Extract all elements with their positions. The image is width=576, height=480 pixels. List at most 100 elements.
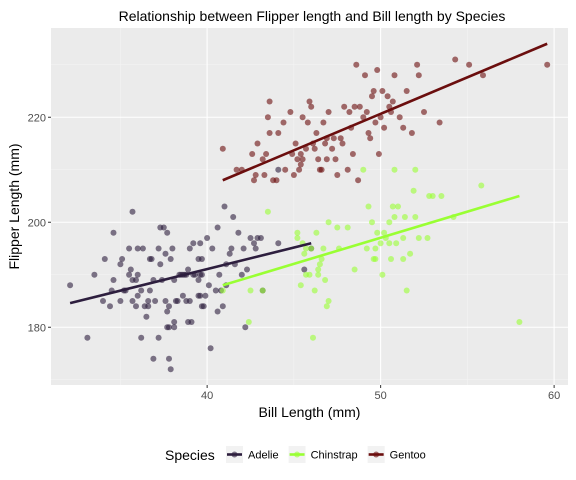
chinstrap-point bbox=[438, 193, 445, 199]
gentoo-point bbox=[334, 172, 341, 178]
gentoo-trend-line bbox=[222, 42, 548, 182]
adelie-point bbox=[119, 256, 126, 262]
adelie-point bbox=[275, 166, 282, 173]
adelie-point bbox=[117, 298, 124, 304]
adelie-point bbox=[155, 334, 162, 341]
adelie-point bbox=[117, 261, 124, 268]
gentoo-point bbox=[346, 109, 353, 115]
gentoo-point bbox=[344, 166, 351, 173]
gentoo-point bbox=[254, 140, 261, 147]
adelie-point bbox=[160, 224, 167, 231]
x-tick-label: 50 bbox=[375, 390, 387, 402]
adelie-point bbox=[171, 319, 178, 325]
adelie-point bbox=[166, 303, 172, 310]
adelie-point bbox=[134, 245, 141, 252]
adelie-point bbox=[216, 271, 223, 278]
chinstrap-point bbox=[322, 277, 329, 283]
adelie-point bbox=[252, 245, 259, 252]
chinstrap-point bbox=[320, 245, 327, 252]
legend-label-gentoo: Gentoo bbox=[390, 450, 426, 462]
chinstrap-point bbox=[388, 256, 394, 262]
adelie-point bbox=[146, 287, 153, 294]
adelie-point bbox=[167, 256, 174, 262]
chinstrap-point bbox=[374, 229, 381, 236]
adelie-point bbox=[257, 235, 264, 241]
gentoo-point bbox=[304, 119, 311, 126]
chinstrap-point bbox=[264, 208, 271, 215]
chinstrap-point bbox=[386, 240, 393, 247]
chinstrap-point bbox=[316, 261, 323, 268]
gentoo-point bbox=[408, 130, 415, 136]
adelie-point bbox=[150, 355, 157, 362]
legend-label-chinstrap: Chinstrap bbox=[311, 450, 358, 462]
gentoo-point bbox=[375, 151, 382, 157]
gentoo-point bbox=[282, 166, 289, 173]
adelie-point bbox=[186, 298, 193, 304]
gentoo-point bbox=[370, 88, 377, 94]
adelie-point bbox=[126, 271, 133, 278]
chinstrap-point bbox=[245, 319, 252, 325]
adelie-point bbox=[166, 324, 172, 331]
chinstrap-point bbox=[303, 245, 309, 252]
adelie-point bbox=[212, 287, 219, 294]
adelie-point bbox=[110, 277, 117, 283]
gentoo-point bbox=[233, 166, 240, 173]
chinstrap-point bbox=[372, 256, 379, 262]
chinstrap-point bbox=[424, 235, 431, 241]
adelie-point bbox=[107, 303, 113, 310]
chart-title: Relationship between Flipper length and … bbox=[119, 8, 506, 24]
chinstrap-point bbox=[219, 287, 226, 294]
chinstrap-point bbox=[318, 256, 325, 262]
gentoo-point bbox=[297, 161, 304, 168]
gentoo-point bbox=[266, 130, 273, 136]
gentoo-point bbox=[306, 98, 313, 105]
gentoo-point bbox=[299, 156, 306, 163]
gentoo-point bbox=[369, 93, 375, 100]
chinstrap-point bbox=[478, 182, 485, 189]
chinstrap-point bbox=[294, 229, 301, 236]
adelie-point bbox=[205, 282, 212, 289]
gentoo-point bbox=[297, 151, 304, 157]
adelie-point bbox=[195, 277, 202, 283]
gentoo-point bbox=[362, 72, 368, 79]
gentoo-point bbox=[290, 172, 297, 178]
gentoo-point bbox=[414, 61, 421, 68]
chinstrap-point bbox=[360, 166, 367, 173]
gentoo-point bbox=[329, 145, 336, 152]
adelie-point bbox=[209, 245, 216, 252]
adelie-point bbox=[101, 256, 108, 262]
adelie-point bbox=[251, 240, 257, 247]
adelie-point bbox=[145, 303, 152, 310]
chinstrap-point bbox=[344, 224, 351, 231]
adelie-point bbox=[238, 271, 245, 278]
adelie-point bbox=[230, 214, 237, 220]
gentoo-point bbox=[363, 109, 370, 115]
chinstrap-point bbox=[516, 319, 523, 325]
legend-label-adelie: Adelie bbox=[248, 450, 279, 462]
adelie-point bbox=[179, 292, 186, 299]
legend-title: Species bbox=[165, 447, 215, 463]
adelie-point bbox=[190, 240, 197, 247]
adelie-point bbox=[221, 203, 228, 210]
chinstrap-point bbox=[247, 287, 254, 294]
chinstrap-point bbox=[365, 203, 372, 210]
chinstrap-point bbox=[315, 266, 322, 273]
gentoo-point bbox=[403, 88, 410, 94]
chinstrap-point bbox=[393, 240, 400, 247]
adelie-point bbox=[167, 366, 174, 373]
gentoo-point bbox=[261, 172, 268, 178]
adelie-point bbox=[134, 271, 141, 278]
adelie-trend-line bbox=[69, 241, 312, 305]
chinstrap-point bbox=[386, 219, 393, 226]
adelie-point bbox=[127, 266, 134, 273]
gentoo-point bbox=[280, 119, 287, 126]
chinstrap-point bbox=[389, 203, 396, 210]
chinstrap-point bbox=[315, 271, 322, 278]
adelie-point bbox=[126, 245, 133, 252]
gentoo-point bbox=[400, 124, 407, 131]
gentoo-point bbox=[379, 88, 386, 94]
adelie-point bbox=[226, 250, 233, 257]
chinstrap-point bbox=[301, 250, 308, 257]
plot-panel bbox=[51, 28, 568, 385]
gentoo-point bbox=[322, 140, 329, 147]
